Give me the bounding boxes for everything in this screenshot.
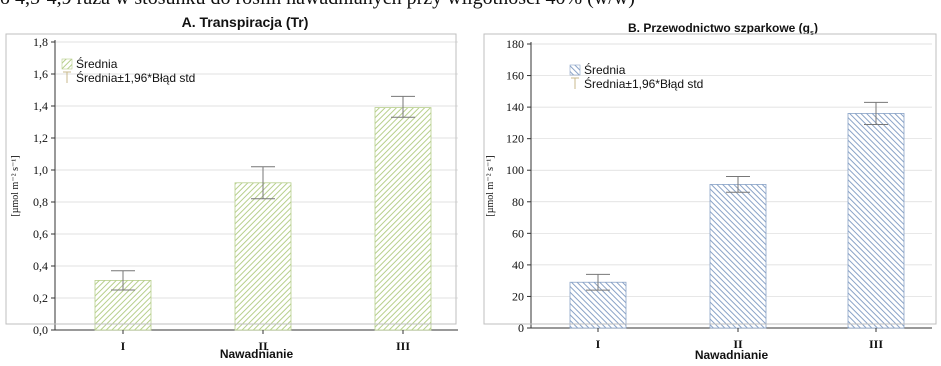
x-axis-label: Nawadnianie — [695, 348, 769, 362]
plot-frame — [483, 33, 937, 325]
y-tick-label: 0,4 — [33, 259, 48, 273]
legend-label-mean: Średnia — [76, 56, 118, 71]
chart-panel-a: A. Transpiracja (Tr) 0,0 0,2 0,4 0,6 0,8 1,0 1,… — [5, 14, 458, 361]
x-tick-label: I — [596, 337, 601, 351]
y-tick-label: 80 — [512, 195, 524, 209]
caption-fragment: o 4,5-4,9 raza w stosunku do roślin nawa… — [0, 0, 941, 9]
y-tick-label: 160 — [506, 69, 524, 83]
chart-title: B. Przewodnictwo szparkowe (gs) — [628, 21, 818, 37]
x-tick-label: II — [258, 339, 268, 353]
bar-III — [847, 113, 905, 329]
chart-panel-b: B. Przewodnictwo szparkowe (gs) 0 20 40 60 80… — [483, 21, 937, 362]
y-tick-label: 180 — [506, 37, 524, 51]
y-axis-label: [µmol m⁻² s⁻¹] — [485, 155, 496, 216]
x-axis-label: Nawadnianie — [220, 347, 294, 361]
chart-title: A. Transpiracja (Tr) — [182, 14, 309, 30]
bar-II — [234, 182, 292, 331]
y-tick-label: 1,8 — [33, 35, 48, 49]
y-tick-label: 140 — [506, 100, 524, 114]
plot-frame — [5, 33, 457, 325]
y-axis-label: [µmol m⁻² s⁻¹] — [10, 155, 21, 216]
y-tick-label: 0,2 — [33, 291, 48, 305]
chart-title-subscript: s — [810, 28, 814, 37]
y-tick-label: 1,2 — [33, 131, 48, 145]
legend-swatch-mean — [569, 64, 581, 76]
y-tick-label: 0 — [518, 321, 524, 335]
legend-swatch-mean — [61, 58, 73, 70]
legend-label-error: Średnia±1,96*Błąd std — [584, 76, 703, 91]
bar-II — [709, 184, 767, 329]
x-tick-label: II — [733, 337, 743, 351]
y-tick-label: 0,8 — [33, 195, 48, 209]
x-tick-label: III — [869, 337, 883, 351]
y-tick-label: 40 — [512, 258, 524, 272]
legend-label-error: Średnia±1,96*Błąd std — [76, 70, 195, 85]
legend-label-mean: Średnia — [584, 62, 626, 77]
y-tick-label: 100 — [506, 163, 524, 177]
y-tick-label: 20 — [512, 289, 524, 303]
x-tick-label: I — [121, 339, 126, 353]
chart-title-end: ) — [814, 21, 818, 35]
y-tick-label: 60 — [512, 226, 524, 240]
x-tick-label: III — [396, 339, 410, 353]
y-tick-label: 0,6 — [33, 227, 48, 241]
y-tick-label: 0,0 — [33, 323, 48, 337]
y-tick-label: 120 — [506, 132, 524, 146]
bar-III — [374, 107, 432, 331]
y-tick-label: 1,4 — [33, 99, 48, 113]
y-tick-label: 1,0 — [33, 163, 48, 177]
y-tick-label: 1,6 — [33, 67, 48, 81]
